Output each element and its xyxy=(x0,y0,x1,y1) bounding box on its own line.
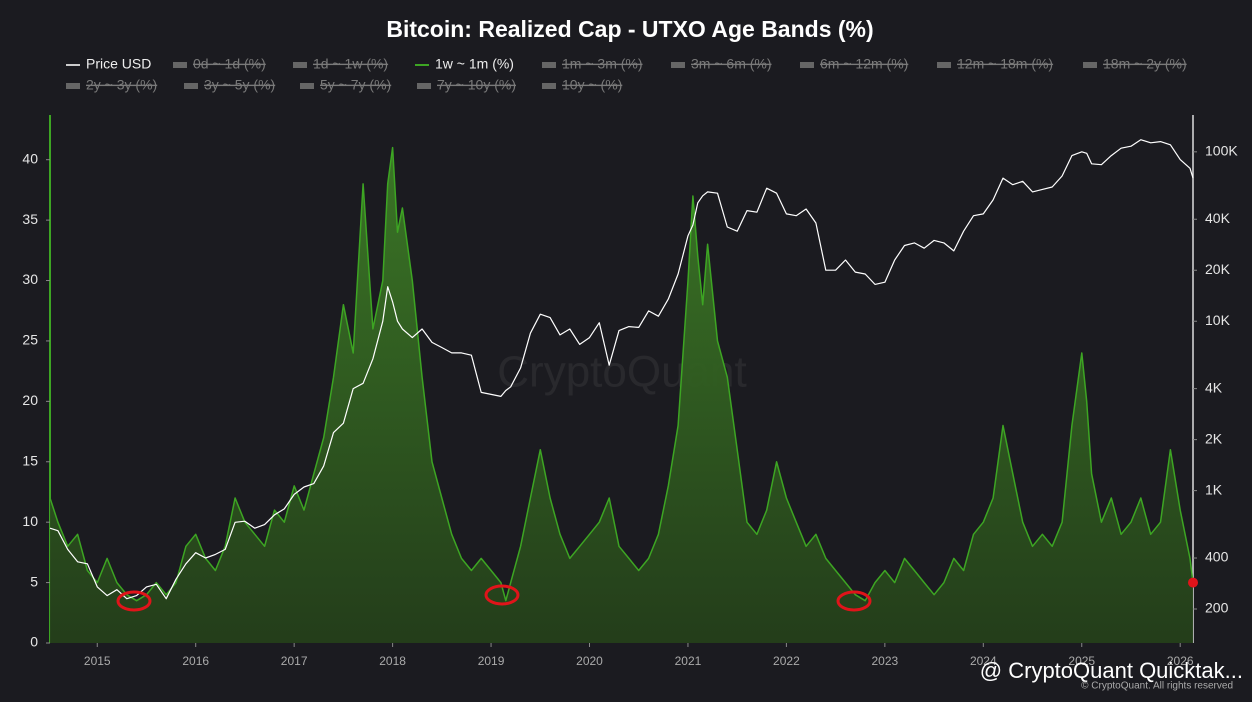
legend-label: 1d ~ 1w (%) xyxy=(313,56,388,72)
legend-label: 5y ~ 7y (%) xyxy=(320,77,391,93)
legend-label: 0d ~ 1d (%) xyxy=(193,56,266,72)
legend-swatch xyxy=(293,62,307,68)
legend: Price USD 0d ~ 1d (%) 1d ~ 1w (%) 1w ~ 1m (… xyxy=(66,56,1187,93)
y-tick-label: 30 xyxy=(22,271,38,287)
legend-label: 3y ~ 5y (%) xyxy=(204,77,275,93)
legend-swatch xyxy=(184,83,198,89)
y-tick-label: 0 xyxy=(30,634,38,650)
x-tick-label: 2024 xyxy=(970,654,997,668)
y2-tick-label: 400 xyxy=(1205,549,1229,565)
y2-tick-label: 20K xyxy=(1205,261,1231,277)
x-tick-label: 2026 xyxy=(1167,654,1194,668)
series-line xyxy=(49,146,1194,602)
x-tick-label: 2020 xyxy=(576,654,603,668)
area-fill xyxy=(50,147,1193,643)
y-tick-label: 20 xyxy=(22,392,38,408)
legend-swatch xyxy=(800,62,814,68)
credit: @ CryptoQuant Quicktak... xyxy=(980,658,1243,683)
highlight-circle xyxy=(484,584,520,606)
legend-label: 2y ~ 3y (%) xyxy=(86,77,157,93)
y-tick-label: 15 xyxy=(22,452,38,468)
legend-label: 6m ~ 12m (%) xyxy=(820,56,908,72)
y2-tick-label: 40K xyxy=(1205,210,1231,226)
y2-tick-label: 4K xyxy=(1205,379,1223,395)
x-tick-label: 2018 xyxy=(379,654,406,668)
chart-title: Bitcoin: Realized Cap - UTXO Age Bands (… xyxy=(386,16,873,42)
x-tick-label: 2023 xyxy=(872,654,899,668)
x-tick-label: 2019 xyxy=(478,654,505,668)
x-tick-label: 2016 xyxy=(182,654,209,668)
legend-swatch xyxy=(542,83,556,89)
legend-label: 7y ~ 10y (%) xyxy=(437,77,516,93)
legend-swatch xyxy=(66,83,80,89)
y2-tick-label: 200 xyxy=(1205,600,1229,616)
legend-label: Price USD xyxy=(86,56,151,72)
legend-swatch xyxy=(1083,62,1097,68)
legend-label: 3m ~ 6m (%) xyxy=(691,56,772,72)
x-tick-label: 2025 xyxy=(1068,654,1095,668)
highlight-circle xyxy=(836,590,872,612)
y2-tick-label: 1K xyxy=(1205,481,1223,497)
legend-swatch xyxy=(300,83,314,89)
legend-swatch xyxy=(671,62,685,68)
x-tick-label: 2022 xyxy=(773,654,800,668)
highlight-circle xyxy=(116,590,152,612)
legend-label: 10y ~ (%) xyxy=(562,77,622,93)
legend-label: 18m ~ 2y (%) xyxy=(1103,56,1187,72)
copyright: © CryptoQuant. All rights reserved xyxy=(1081,681,1233,692)
legend-label: 12m ~ 18m (%) xyxy=(957,56,1053,72)
legend-swatch xyxy=(173,62,187,68)
legend-swatch xyxy=(415,64,429,66)
x-tick-label: 2021 xyxy=(675,654,702,668)
legend-label: 1w ~ 1m (%) xyxy=(435,56,514,72)
price-line xyxy=(49,139,1194,600)
y-tick-label: 25 xyxy=(22,332,38,348)
legend-label: 1m ~ 3m (%) xyxy=(562,56,643,72)
x-tick-label: 2017 xyxy=(281,654,308,668)
y2-tick-label: 100K xyxy=(1205,143,1238,159)
last-value-dot xyxy=(1188,577,1198,588)
y2-tick-label: 2K xyxy=(1205,430,1223,446)
y-tick-label: 35 xyxy=(22,211,38,227)
legend-swatch xyxy=(937,62,951,68)
legend-swatch xyxy=(417,83,431,89)
y-tick-label: 10 xyxy=(22,513,38,529)
y2-tick-label: 10K xyxy=(1205,312,1231,328)
y-tick-label: 40 xyxy=(22,150,38,166)
legend-swatch xyxy=(66,64,80,66)
y-tick-label: 5 xyxy=(30,573,38,589)
legend-swatch xyxy=(542,62,556,68)
x-tick-label: 2015 xyxy=(84,654,111,668)
